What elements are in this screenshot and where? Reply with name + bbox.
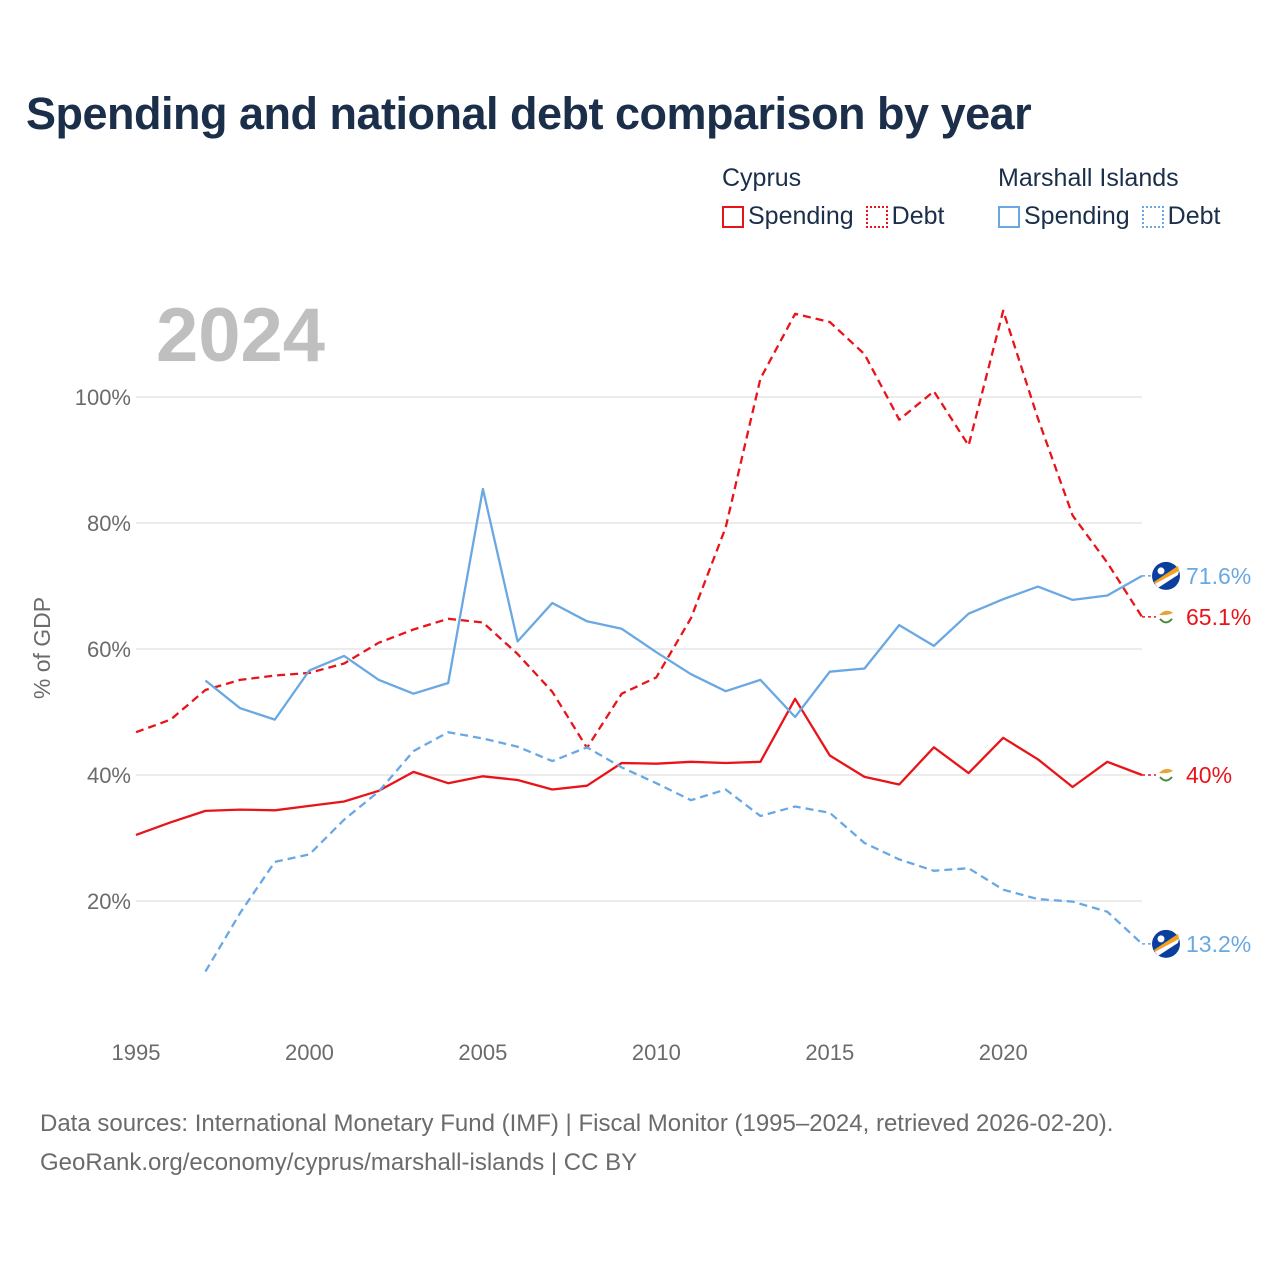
- legend-item-label: Spending: [748, 202, 854, 230]
- y-tick-label: 100%: [75, 385, 131, 410]
- y-tick-label: 40%: [87, 763, 131, 788]
- legend-item-label: Debt: [891, 202, 945, 230]
- legend-group-cyprus: Cyprus Spending Debt: [722, 160, 944, 231]
- data-sources-note: Data sources: International Monetary Fun…: [40, 1110, 1114, 1137]
- series-line-cyprus-spending[interactable]: [135, 697, 1143, 836]
- source-url-license: GeoRank.org/economy/cyprus/marshall-isla…: [40, 1149, 638, 1176]
- y-axis-label: % of GDP: [29, 597, 55, 699]
- legend-item-label: Debt: [1167, 202, 1221, 230]
- x-tick-label: 2020: [979, 1040, 1028, 1065]
- legend-item-label: Spending: [1024, 202, 1130, 230]
- end-value-label-cyprus-debt: 65.1%: [1186, 604, 1251, 630]
- end-value-label-marshall-islands-spending: 71.6%: [1186, 563, 1251, 589]
- year-watermark: 2024: [156, 293, 325, 378]
- y-tick-label: 60%: [87, 637, 131, 662]
- legend-item-cyprus-spending[interactable]: Spending: [722, 202, 854, 231]
- legend-group-marshall-islands: Marshall Islands Spending Debt: [998, 160, 1220, 231]
- chart-title: Spending and national debt comparison by…: [26, 88, 1032, 139]
- x-tick-label: 2010: [632, 1040, 681, 1065]
- cyprus-flag-icon: [1157, 607, 1175, 626]
- series-line-marshall-islands-debt[interactable]: [204, 731, 1143, 973]
- x-tick-label: 2000: [285, 1040, 334, 1065]
- x-tick-label: 2015: [805, 1040, 854, 1065]
- cyprus-flag-icon: [1157, 766, 1175, 784]
- legend-swatch-dotted: [1141, 205, 1164, 228]
- legend-item-cyprus-debt[interactable]: Debt: [865, 202, 945, 231]
- legend-country-label: Marshall Islands: [998, 164, 1179, 192]
- marshall-islands-flag-icon: [1152, 561, 1180, 590]
- legend-item-marshall-spending[interactable]: Spending: [998, 202, 1130, 231]
- y-tick-label: 20%: [87, 889, 131, 914]
- y-tick-label: 80%: [87, 511, 131, 536]
- series-line-marshall-islands-spending[interactable]: [204, 487, 1143, 721]
- x-tick-label: 2005: [458, 1040, 507, 1065]
- end-value-label-cyprus-spending: 40%: [1186, 762, 1232, 788]
- legend-swatch-solid: [722, 205, 744, 228]
- legend-item-marshall-debt[interactable]: Debt: [1141, 202, 1221, 231]
- end-value-label-marshall-islands-debt: 13.2%: [1186, 931, 1251, 957]
- series-line-cyprus-debt[interactable]: [135, 309, 1143, 750]
- x-tick-label: 1995: [112, 1040, 161, 1065]
- legend-swatch-solid: [998, 205, 1020, 228]
- legend-swatch-dotted: [865, 205, 888, 228]
- marshall-islands-flag-icon: [1152, 929, 1180, 958]
- footer: Data sources: International Monetary Fun…: [40, 1104, 1113, 1182]
- legend-country-label: Cyprus: [722, 164, 802, 192]
